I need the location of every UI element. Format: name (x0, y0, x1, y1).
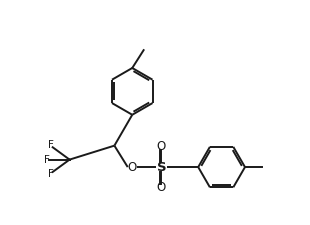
Text: S: S (157, 161, 166, 173)
Text: O: O (157, 140, 166, 153)
Text: O: O (128, 161, 137, 173)
Text: F: F (44, 155, 50, 165)
Text: F: F (48, 140, 54, 150)
Text: O: O (157, 181, 166, 194)
Text: F: F (48, 169, 54, 179)
